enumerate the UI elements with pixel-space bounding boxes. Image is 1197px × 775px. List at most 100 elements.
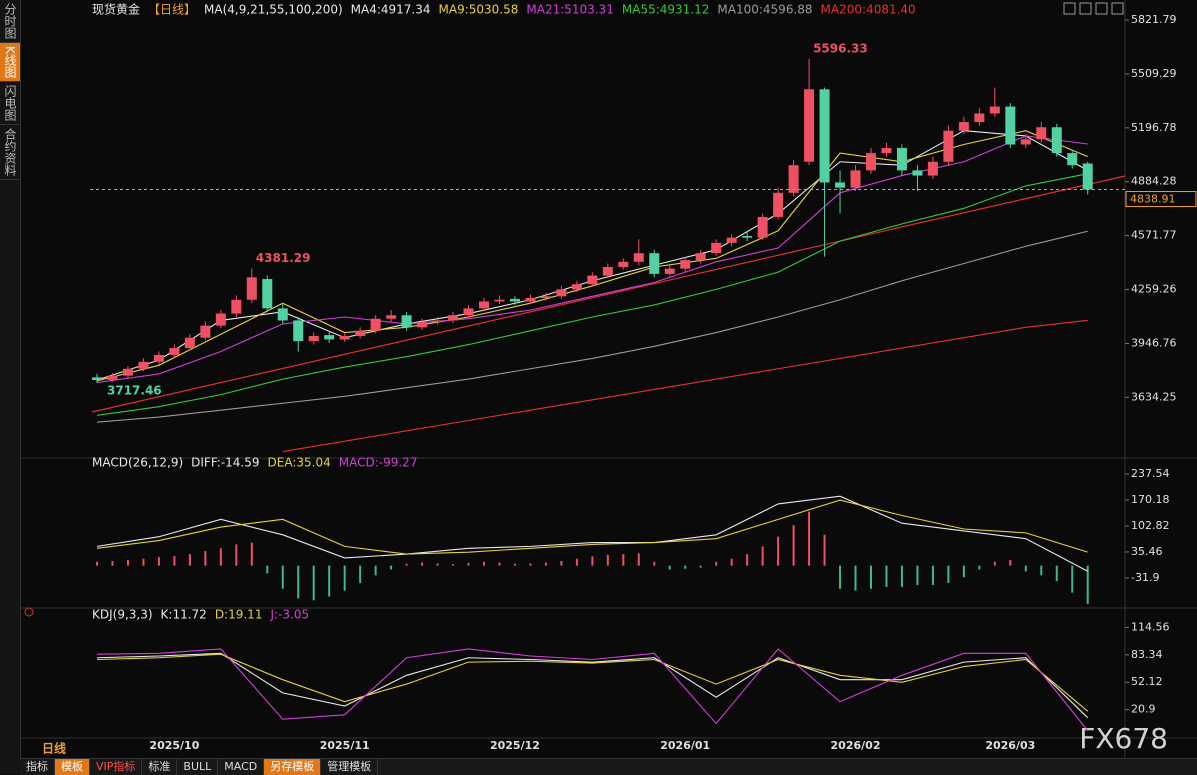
candle-body [308, 335, 319, 342]
sidebar-tab[interactable]: K线图 [0, 43, 20, 82]
y-tick-label: 102.82 [1131, 519, 1170, 532]
legend-text: J:-3.05 [269, 608, 309, 622]
toolbar-button[interactable]: 标准 [142, 759, 178, 775]
candle-body [819, 89, 830, 183]
x-tick-label: 2026/02 [831, 739, 881, 752]
series-line [96, 648, 1089, 731]
toolbar-button[interactable]: 管理模板 [321, 759, 379, 775]
toolbar-button[interactable]: MACD [218, 759, 265, 775]
candle-body [246, 277, 257, 300]
legend-text: MA4:4917.34 [351, 3, 431, 17]
candle-body [726, 237, 737, 243]
candle-body [262, 279, 273, 309]
toolbar-button[interactable]: 另存模板 [264, 759, 322, 775]
candle-body [866, 153, 876, 171]
candle-body [293, 320, 304, 342]
candle-body [618, 261, 629, 267]
toolbar: 指标 模板 VIP指标 标准 BULL MACD 另存模板 管理模板 [20, 758, 1197, 775]
y-tick-label: 4884.28 [1131, 175, 1177, 188]
y-tick-label: 5509.29 [1131, 67, 1177, 80]
candle-body [680, 260, 691, 269]
y-tick-label: 20.9 [1131, 703, 1156, 716]
low-label: 3717.46 [107, 383, 162, 397]
y-tick-label: 5821.79 [1131, 13, 1177, 26]
legend-text: MACD:-99.27 [339, 456, 418, 470]
series-line [96, 173, 1088, 416]
y-tick-label: 3946.76 [1131, 336, 1177, 349]
toolbar-button[interactable]: 指标 [20, 759, 55, 775]
candle-body [649, 253, 660, 274]
candle-body [432, 320, 443, 323]
candle-body [695, 253, 706, 261]
sidebar-tab[interactable]: 分时图 [0, 0, 20, 43]
candle-body [587, 275, 598, 285]
series-line [282, 319, 1088, 453]
x-tick-label: 2026/03 [985, 739, 1035, 752]
legend-text: MA55:4931.12 [622, 3, 710, 17]
candle-body [355, 330, 366, 336]
price-box [1125, 191, 1197, 208]
legend-text: MA9:5030.58 [439, 3, 519, 17]
candle-body [835, 182, 846, 188]
series-line [96, 653, 1089, 712]
candle-body [958, 122, 969, 131]
candle-body [1067, 153, 1078, 166]
legend-text: MACD(26,12,9) [92, 456, 183, 470]
series-line [96, 230, 1088, 423]
window-buttons[interactable] [1063, 2, 1124, 15]
x-tick-label: 2025/11 [320, 739, 370, 752]
candle-body [1020, 139, 1031, 145]
series-line [96, 499, 1088, 555]
x-tick-label: 2025/10 [149, 739, 199, 752]
candle-body [757, 216, 768, 238]
legend-text: MA100:4596.88 [717, 3, 812, 17]
y-tick-label: 114.56 [1131, 620, 1170, 633]
legend-text: 现货黄金 [92, 2, 140, 17]
price-label: 4838.91 [1130, 193, 1176, 206]
chart: 日线 FX678 5821.79 5509.29 5196.78 4884.28 457… [20, 0, 1197, 758]
toolbar-button[interactable]: 模板 [55, 759, 90, 775]
legend-text: KDJ(9,3,3) [92, 608, 153, 622]
x-tick-label: 2025/12 [490, 739, 540, 752]
candle-body [571, 284, 582, 290]
toolbar-button[interactable]: BULL [177, 759, 219, 775]
period-label[interactable]: 日线 [42, 741, 66, 756]
candle-body [540, 296, 551, 299]
candle-body [401, 315, 412, 328]
candle-body [386, 315, 397, 319]
candle-body [494, 299, 505, 302]
candle-body [1036, 127, 1047, 140]
sidebar-tab[interactable]: 闪电图 [0, 82, 20, 125]
y-tick-label: 3634.25 [1131, 390, 1177, 403]
candle-body [479, 301, 489, 309]
sidebar-tab[interactable]: 合约资料 [0, 125, 20, 180]
y-tick-label: 170.18 [1131, 493, 1170, 506]
candle-body [711, 242, 722, 254]
legend-text: DEA:35.04 [268, 456, 331, 470]
series-line [96, 130, 1088, 382]
candle-body [231, 299, 242, 314]
candle-body [974, 113, 985, 123]
indicator-icon[interactable] [24, 607, 34, 617]
candle-body [324, 335, 335, 340]
candle-body [850, 170, 861, 188]
candle-body [169, 348, 180, 355]
candle-body [1005, 106, 1016, 145]
y-tick-label: 83.34 [1131, 648, 1163, 661]
candle-body [107, 375, 118, 380]
high-label: 5596.33 [813, 41, 868, 55]
trend-line [91, 175, 1126, 413]
series-line [96, 652, 1089, 719]
watermark: FX678 [1079, 722, 1168, 755]
legend-text: D:19.11 [215, 608, 263, 622]
candle-body [200, 325, 211, 338]
candle-body [633, 253, 644, 262]
legend-text: 【日线】 [148, 3, 196, 17]
toolbar-button[interactable]: VIP指标 [90, 759, 143, 775]
y-tick-label: -31.9 [1131, 571, 1159, 584]
candle-body [92, 377, 102, 380]
sidebar: 分时图 K线图 闪电图 合约资料 [0, 0, 21, 774]
candle-body [122, 368, 133, 376]
candle-body [912, 170, 923, 176]
